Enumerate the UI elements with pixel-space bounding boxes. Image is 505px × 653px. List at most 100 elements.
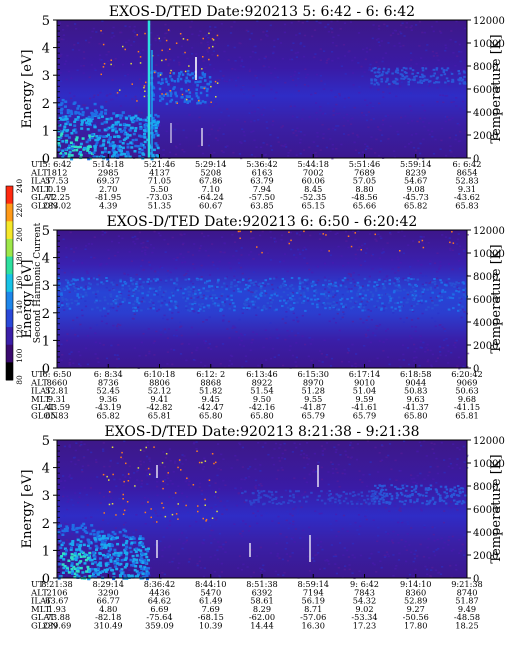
texture-cell [245, 523, 247, 525]
band-cell [398, 277, 401, 279]
texture-cell [192, 92, 194, 94]
texture-cell [429, 134, 431, 136]
texture-cell [58, 92, 60, 94]
texture-cell [337, 58, 339, 60]
texture-cell [199, 486, 201, 488]
texture-cell [277, 553, 279, 555]
texture-cell [342, 317, 344, 319]
band-cell [200, 278, 203, 280]
texture-cell [362, 474, 364, 476]
enhanced-cell [99, 557, 102, 560]
texture-cell [286, 520, 288, 522]
texture-cell [336, 573, 338, 575]
texture-cell [245, 278, 247, 280]
enhanced-cell [112, 112, 115, 115]
texture-cell [345, 307, 347, 309]
texture-cell [462, 544, 464, 546]
band-cell [324, 303, 327, 305]
band-cell [316, 304, 319, 306]
texture-cell [387, 42, 389, 44]
texture-cell [282, 469, 284, 471]
band-cell [140, 286, 143, 288]
texture-cell [106, 94, 108, 96]
enhanced-cell [71, 528, 74, 531]
texture-cell [265, 56, 267, 58]
texture-cell [242, 66, 244, 68]
enhanced-cell [104, 556, 107, 559]
band-cell [162, 294, 165, 296]
band-cell [351, 297, 354, 299]
texture-cell [437, 539, 439, 541]
texture-cell [143, 73, 145, 75]
enhanced-cell [65, 141, 68, 144]
band-cell [333, 305, 336, 307]
dot [188, 89, 190, 91]
texture-cell [404, 484, 406, 486]
band-cell [444, 284, 447, 286]
texture-cell [241, 247, 243, 249]
texture-cell [354, 57, 356, 59]
texture-cell [427, 130, 429, 132]
texture-cell [288, 152, 290, 154]
enhanced-cell [399, 500, 402, 502]
texture-cell [273, 464, 275, 466]
texture-cell [460, 61, 462, 63]
texture-cell [138, 111, 140, 113]
texture-cell [380, 140, 382, 142]
texture-cell [394, 272, 396, 274]
texture-cell [66, 509, 68, 511]
texture-cell [297, 513, 299, 515]
texture-cell [379, 560, 381, 562]
texture-cell [335, 293, 337, 295]
band-cell [276, 295, 279, 297]
texture-cell [214, 555, 216, 557]
texture-cell [216, 550, 218, 552]
texture-cell [102, 449, 104, 451]
enhanced-cell [92, 551, 95, 554]
texture-cell [366, 120, 368, 122]
texture-cell [335, 449, 337, 451]
texture-cell [217, 140, 219, 142]
texture-cell [303, 149, 305, 151]
texture-cell [270, 237, 272, 239]
texture-cell [279, 261, 281, 263]
texture-cell [120, 105, 122, 107]
texture-cell [390, 126, 392, 128]
band-cell [349, 300, 352, 302]
texture-cell [148, 283, 150, 285]
texture-cell [116, 328, 118, 330]
enhanced-cell [377, 71, 380, 73]
texture-cell [163, 239, 165, 241]
enhanced-cell [142, 573, 145, 576]
texture-cell [286, 511, 288, 513]
texture-cell [292, 116, 294, 118]
texture-cell [350, 118, 352, 120]
band-cell [282, 283, 285, 285]
band-cell [413, 289, 416, 291]
texture-cell [262, 31, 264, 33]
texture-cell [292, 451, 294, 453]
texture-cell [60, 344, 62, 346]
enhanced-cell [155, 154, 158, 157]
band-cell [191, 303, 194, 305]
texture-cell [171, 318, 173, 320]
texture-cell [324, 113, 326, 115]
band-cell [209, 280, 212, 282]
texture-cell [154, 271, 156, 273]
enhanced-cell [196, 102, 199, 105]
enhanced-cell [100, 543, 103, 546]
texture-cell [182, 548, 184, 550]
dot [154, 72, 156, 74]
band-cell [269, 297, 272, 299]
texture-cell [302, 548, 304, 550]
enhanced-cell [182, 73, 185, 76]
texture-cell [75, 247, 77, 249]
texture-cell [297, 78, 299, 80]
ephemeris-cell: 283.02 [43, 201, 72, 211]
band-cell [306, 279, 309, 281]
texture-cell [117, 306, 119, 308]
texture-cell [193, 243, 195, 245]
enhanced-cell [391, 73, 394, 75]
band-cell [397, 302, 400, 304]
texture-cell [336, 113, 338, 115]
